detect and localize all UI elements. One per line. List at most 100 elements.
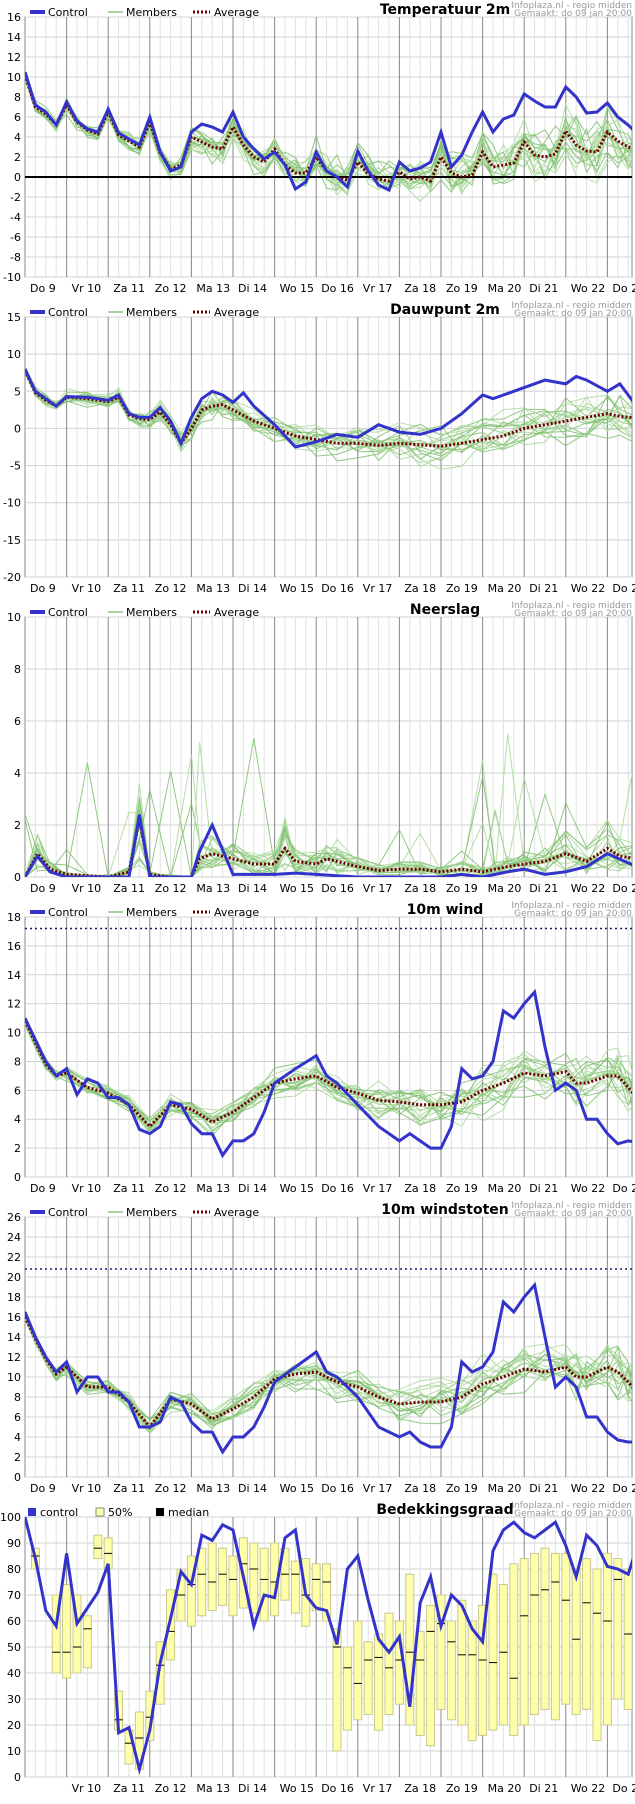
y-tick-label: 90 bbox=[7, 1537, 21, 1550]
x-tick-label: Za 18 bbox=[404, 1782, 436, 1795]
x-tick-label: Ma 13 bbox=[196, 582, 230, 595]
legend-control-label: Control bbox=[48, 306, 88, 319]
x-tick-label: Ma 20 bbox=[488, 582, 522, 595]
member-line bbox=[25, 72, 632, 190]
x-tick-label: Vr 10 bbox=[72, 282, 102, 295]
quartile-box bbox=[519, 1558, 529, 1726]
x-tick-label: Wo 15 bbox=[280, 1782, 314, 1795]
legend-box-label: 50% bbox=[108, 1506, 132, 1519]
plot-layer bbox=[25, 365, 632, 470]
y-tick-label: 8 bbox=[14, 1055, 21, 1068]
member-line bbox=[25, 1316, 632, 1428]
x-tick-label: Vr 17 bbox=[363, 1482, 393, 1495]
chart-title: 10m wind bbox=[407, 902, 484, 918]
x-tick-label: Wo 22 bbox=[571, 1782, 605, 1795]
x-tick-label: Ma 20 bbox=[488, 1782, 522, 1795]
y-tick-label: 15 bbox=[7, 311, 21, 324]
chart-title: 10m windstoten bbox=[381, 1202, 508, 1218]
member-line bbox=[25, 72, 632, 188]
x-tick-label: Wo 22 bbox=[571, 1482, 605, 1495]
quartile-box bbox=[550, 1552, 560, 1721]
quartile-box bbox=[457, 1599, 467, 1726]
x-tick-label: Vr 17 bbox=[363, 1182, 393, 1195]
x-tick-label: Di 14 bbox=[238, 882, 267, 895]
chart-title: Dauwpunt 2m bbox=[390, 302, 500, 318]
plot-area bbox=[24, 916, 633, 1178]
panel-1: -10 -8 -6 -4 -2 0 2 4 6 8 10 12 14 16 Do 9 Vr 10 Za 11 Zo… bbox=[3, 1, 635, 295]
chart-title: Bedekkingsgraad bbox=[376, 1502, 513, 1518]
x-tick-label: Do 16 bbox=[321, 582, 354, 595]
x-tick-label: Zo 19 bbox=[446, 582, 478, 595]
y-tick-label: 4 bbox=[14, 767, 21, 780]
x-tick-label: Za 11 bbox=[113, 582, 145, 595]
x-tick-label: Zo 12 bbox=[155, 882, 187, 895]
quartile-box bbox=[218, 1547, 228, 1606]
y-tick-label: 0 bbox=[14, 422, 21, 435]
control-line bbox=[25, 1281, 632, 1455]
x-tick-label: Do 23 bbox=[612, 1782, 635, 1795]
y-tick-label: 10 bbox=[7, 611, 21, 624]
y-tick-label: 10 bbox=[7, 1745, 21, 1758]
legend-control-swatch bbox=[28, 1508, 36, 1516]
legend: control 50% median bbox=[28, 1506, 209, 1519]
legend-average-label: Average bbox=[214, 6, 259, 19]
quartile-box bbox=[342, 1646, 352, 1731]
x-tick-label: Do 9 bbox=[30, 1182, 56, 1195]
y-tick-label: 10 bbox=[7, 1371, 21, 1384]
x-tick-label: Vr 17 bbox=[363, 282, 393, 295]
y-tick-label: 12 bbox=[7, 51, 21, 64]
quartile-box bbox=[72, 1594, 82, 1674]
quartile-box bbox=[62, 1584, 72, 1679]
y-tick-label: 0 bbox=[14, 1471, 21, 1484]
timestamp-text: Gemaakt: do 09 jan 20:00 bbox=[514, 609, 632, 619]
control-line bbox=[25, 1517, 632, 1776]
quartile-box bbox=[561, 1552, 571, 1705]
quartile-box bbox=[155, 1641, 165, 1705]
y-tick-label: -8 bbox=[10, 251, 21, 264]
timestamp-text: Gemaakt: do 09 jan 20:00 bbox=[514, 9, 632, 19]
control-line bbox=[25, 814, 632, 877]
x-tick-label: Do 9 bbox=[30, 582, 56, 595]
y-tick-label: 100 bbox=[0, 1511, 21, 1524]
legend-members-label: Members bbox=[126, 1206, 177, 1219]
x-tick-label: Ma 20 bbox=[488, 882, 522, 895]
quartile-box bbox=[582, 1558, 592, 1710]
average-line bbox=[25, 369, 632, 448]
legend-control-label: Control bbox=[48, 906, 88, 919]
quartile-box bbox=[426, 1604, 436, 1747]
legend-control-label: Control bbox=[48, 606, 88, 619]
quartile-box bbox=[197, 1547, 207, 1617]
legend-members-label: Members bbox=[126, 306, 177, 319]
legend-average-label: Average bbox=[214, 906, 259, 919]
y-tick-label: 5 bbox=[14, 385, 21, 398]
panel-6: 0 10 20 30 40 50 60 70 80 90 100 Vr 10 Za 11 Zo 12 Ma … bbox=[0, 1501, 635, 1795]
y-tick-label: 6 bbox=[14, 1411, 21, 1424]
x-tick-label: Do 16 bbox=[321, 1782, 354, 1795]
quartile-box bbox=[571, 1568, 581, 1716]
legend-control-label: Control bbox=[48, 1206, 88, 1219]
x-tick-label: Za 11 bbox=[113, 282, 145, 295]
x-tick-label: Do 23 bbox=[612, 882, 635, 895]
y-tick-label: 30 bbox=[7, 1693, 21, 1706]
panel-4: 0 2 4 6 8 10 12 14 16 18 Do 9 Vr 10 Za 11 Zo 12 Ma 13 D… bbox=[7, 901, 635, 1195]
x-tick-label: Ma 20 bbox=[488, 1182, 522, 1195]
x-tick-label: Zo 19 bbox=[446, 282, 478, 295]
legend-control-label: Control bbox=[48, 6, 88, 19]
x-tick-label: Vr 10 bbox=[72, 1782, 102, 1795]
panel-3: 0 2 4 6 8 10 Do 9 Vr 10 Za 11 Zo 12 Ma 13 Di 14 Wo 1… bbox=[7, 601, 635, 895]
quartile-box bbox=[145, 1690, 155, 1742]
source-text: Infoplaza.nl - regio midden bbox=[511, 1, 632, 11]
y-tick-label: 18 bbox=[7, 1291, 21, 1304]
legend: Control Members Average bbox=[30, 1206, 259, 1219]
quartile-box bbox=[374, 1633, 384, 1731]
y-tick-label: 10 bbox=[7, 348, 21, 361]
member-line bbox=[25, 73, 632, 190]
quartile-box bbox=[623, 1568, 632, 1710]
control-line bbox=[25, 71, 632, 193]
quartile-box bbox=[322, 1563, 332, 1622]
x-tick-label: Di 14 bbox=[238, 282, 267, 295]
plot-layer bbox=[25, 1517, 632, 1776]
